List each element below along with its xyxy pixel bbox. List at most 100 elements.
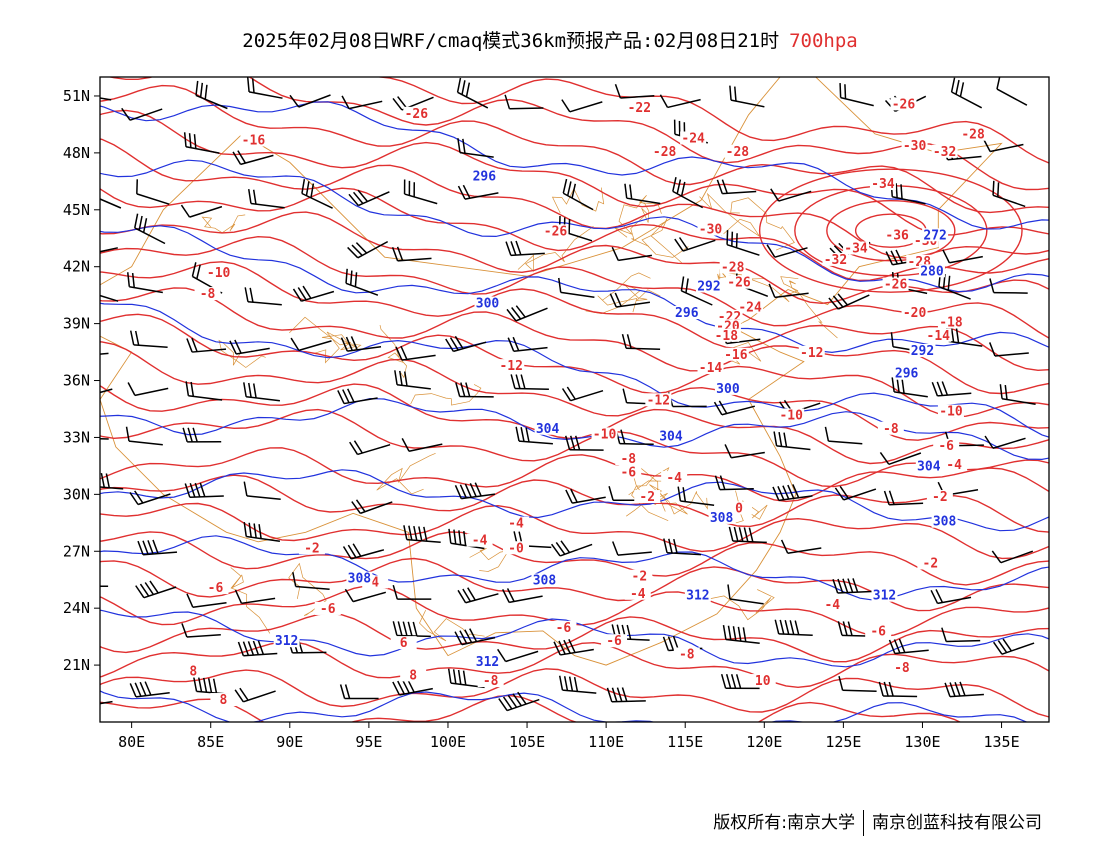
height-label: 308 (348, 572, 372, 587)
temperature-label: -18 (939, 316, 963, 331)
lat-tick-label: 48N (63, 144, 90, 162)
wind-barb (100, 193, 122, 209)
temperature-label-bg (194, 287, 221, 301)
wind-barb (234, 687, 276, 703)
wind-barb (944, 681, 984, 698)
height-label-bg (474, 296, 501, 310)
temperature-label: -24 (681, 132, 705, 147)
wind-barb (565, 435, 604, 451)
height-label: 272 (923, 228, 946, 243)
height-label: 312 (686, 589, 709, 604)
temperature-label-bg (477, 674, 504, 688)
temperature-label-bg (645, 393, 672, 407)
temperature-label: -8 (620, 452, 636, 467)
height-label-bg (695, 279, 722, 293)
temperature-label-bg (661, 471, 688, 485)
height-label-bg (708, 510, 735, 524)
wind-barb (716, 179, 757, 195)
temperature-isotherm (100, 474, 1049, 533)
height-label: 312 (873, 589, 896, 604)
height-label-bg (534, 421, 561, 435)
lon-tick-label: 80E (118, 733, 145, 751)
lon-tick-label: 125E (825, 733, 861, 751)
temperature-label-bg (960, 127, 987, 141)
wind-barb (100, 472, 124, 490)
temperature-label-bg (917, 556, 944, 570)
temperature-label: -20 (903, 306, 927, 321)
temperature-label: -12 (647, 393, 670, 408)
wind-barb (612, 541, 652, 556)
height-label-bg (684, 588, 711, 602)
province-border (699, 192, 760, 237)
height-contour (100, 690, 1029, 722)
temperature-label: -6 (208, 581, 224, 596)
lat-tick-label: 30N (63, 485, 90, 503)
temperature-label: -4 (508, 517, 524, 532)
wind-barb (229, 339, 270, 355)
height-label: 280 (920, 264, 944, 279)
province-border (218, 339, 266, 368)
wind-barb (497, 648, 539, 663)
temperature-label-bg (937, 315, 964, 329)
temperature-isotherm (100, 109, 1049, 236)
temperature-isotherm (100, 84, 1049, 214)
wind-barb (243, 521, 281, 543)
temperature-label: -6 (938, 439, 954, 454)
province-border (419, 609, 485, 642)
temperature-label: -10 (939, 405, 963, 420)
temperature-label: -6 (620, 465, 636, 480)
temperature-label: -4 (472, 534, 488, 549)
wind-barb (289, 94, 331, 108)
lat-tick-label: 33N (63, 428, 90, 446)
lat-tick-label: 24N (63, 599, 90, 617)
temperature-label: -8 (483, 674, 499, 689)
temperature-label: -6 (606, 634, 622, 649)
wind-barb (724, 444, 765, 459)
map-title: 2025年02月08日WRF/cmaq模式36km预报产品:02月08日21时 7… (0, 26, 1100, 53)
temperature-label-bg (697, 222, 724, 236)
wind-barb (344, 588, 387, 603)
height-label: 296 (473, 169, 497, 184)
temperature-label-bg (697, 361, 724, 375)
temperature-label: -8 (679, 648, 695, 663)
wind-barb (129, 490, 171, 506)
wind-barb (504, 94, 544, 110)
wind-barb (247, 77, 283, 99)
temperature-label: -6 (556, 621, 572, 636)
temperature-label: -2 (639, 490, 655, 505)
temperature-label-bg (240, 133, 267, 147)
lat-tick-label: 36N (63, 372, 90, 390)
wind-barb (878, 681, 918, 698)
wind-barb (839, 83, 874, 107)
temperature-label-bg (210, 693, 237, 707)
height-label: 292 (697, 279, 720, 294)
height-label-bg (657, 429, 684, 443)
temperature-isotherm (100, 641, 1049, 689)
temperature-label: -34 (844, 242, 868, 257)
temperature-label: -0 (508, 541, 524, 556)
temperature-label-bg (615, 465, 642, 479)
temperature-label-bg (390, 636, 417, 650)
wind-barb (180, 204, 223, 218)
wind-barb (182, 427, 222, 443)
wind-barb (339, 684, 379, 700)
wind-barb (454, 628, 496, 646)
height-contour (100, 609, 1049, 668)
temperature-isotherm (100, 261, 1049, 372)
temperature-label-bg (626, 569, 653, 583)
wind-barb (832, 578, 872, 594)
lon-tick-label: 135E (983, 733, 1019, 751)
height-label: 300 (716, 382, 740, 397)
wind-barb (726, 230, 760, 256)
wind-barb (659, 94, 701, 109)
wind-barb (727, 584, 764, 605)
wind-barb (181, 623, 221, 638)
temperature-label: -32 (933, 145, 956, 160)
wind-barb (100, 290, 119, 302)
wind-barb (340, 336, 382, 352)
temperature-label-bg (202, 581, 229, 595)
company-text: 南京创蓝科技有限公司 (872, 813, 1042, 833)
latitude-axis: 21N 24N 27N 30N 33N 36N 39N 42N 45N 48N 51N (63, 87, 100, 674)
temperature-label: -22 (628, 101, 651, 116)
